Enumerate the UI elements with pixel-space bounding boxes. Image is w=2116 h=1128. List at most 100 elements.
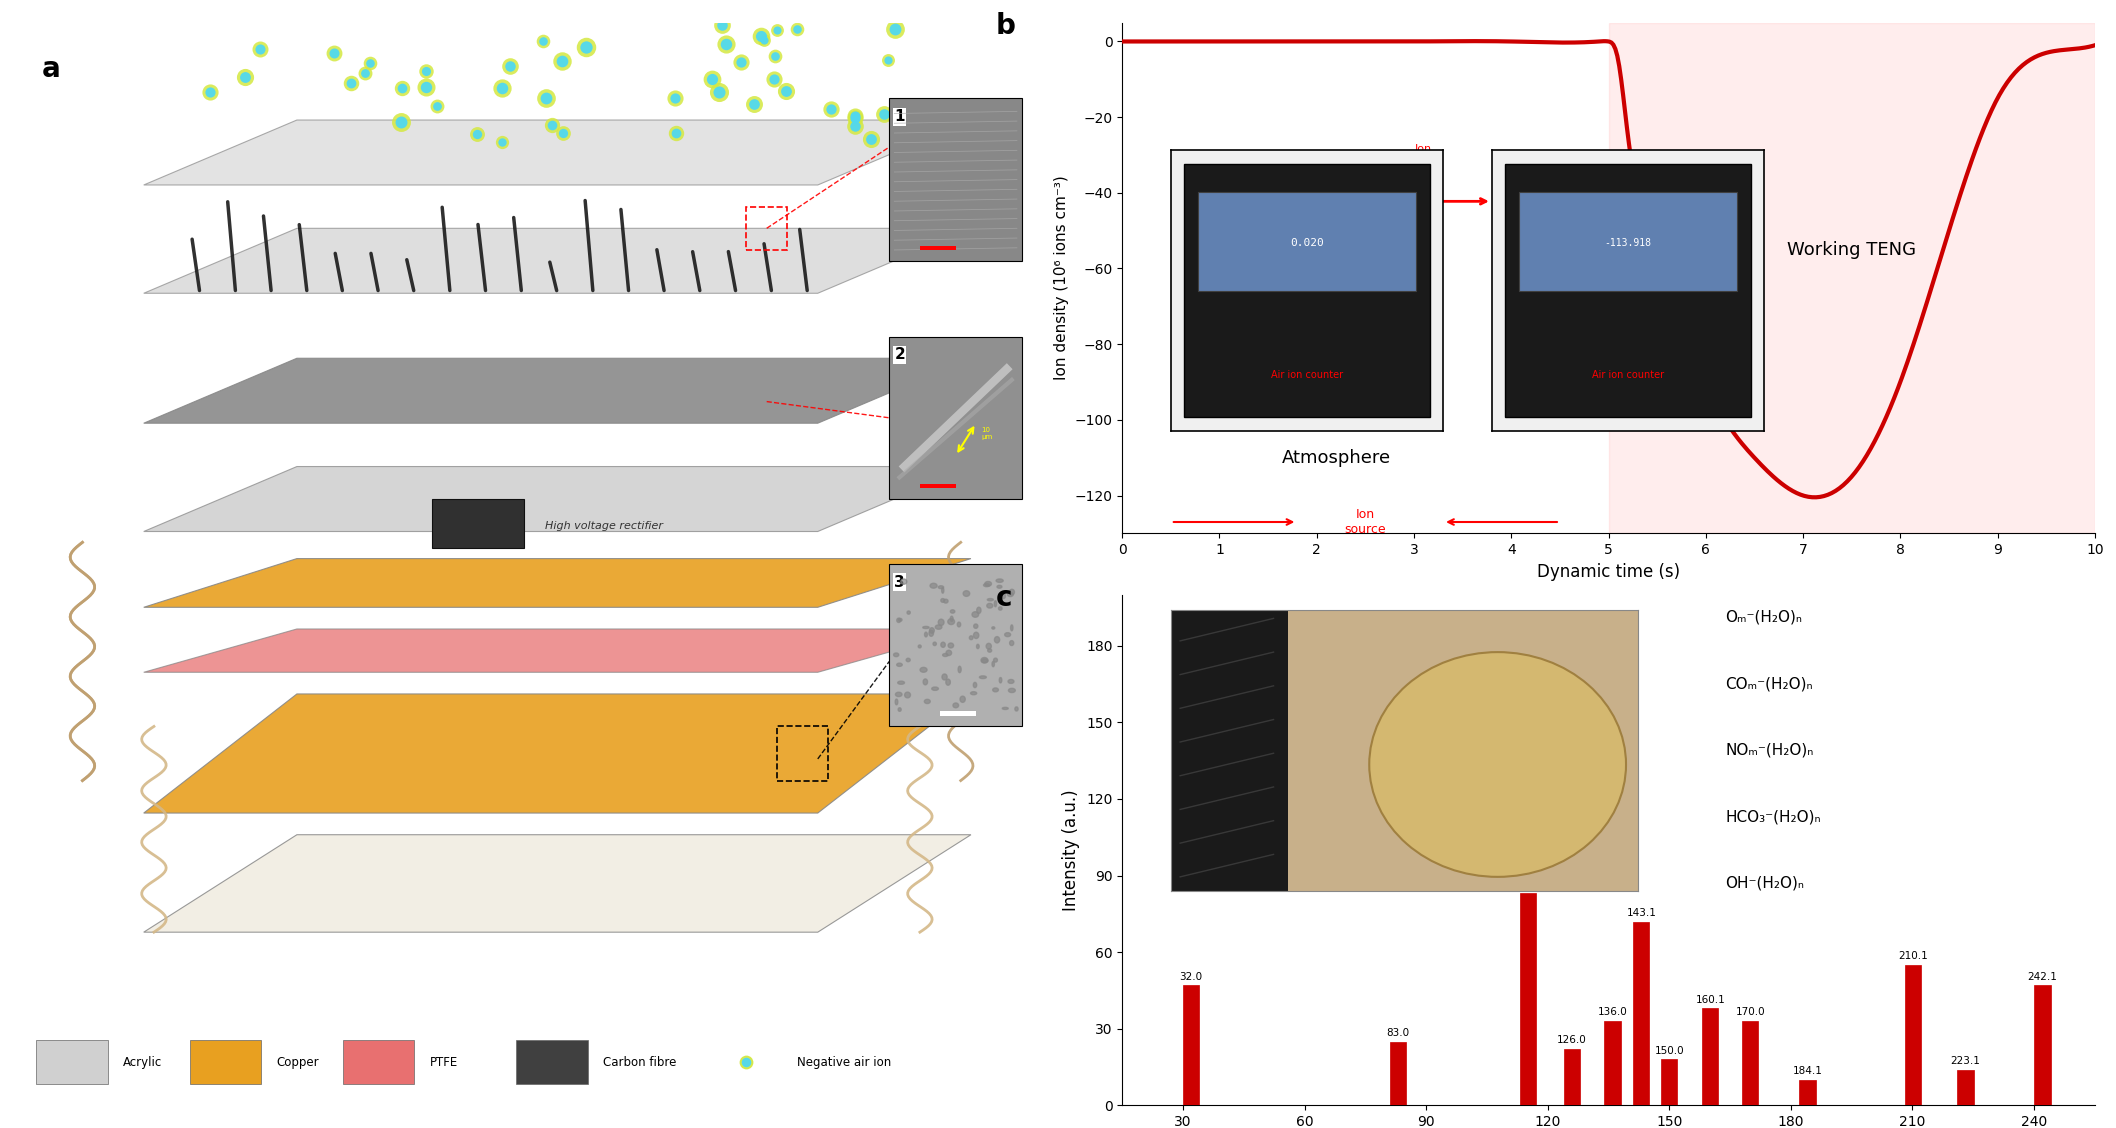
Point — [872, 51, 906, 69]
Bar — [1741, 1021, 1758, 1105]
Point — [349, 64, 383, 82]
Point — [768, 81, 802, 99]
Text: 150.0: 150.0 — [1655, 1046, 1684, 1056]
Bar — [1519, 893, 1536, 1105]
Bar — [920, 484, 956, 488]
Ellipse shape — [895, 693, 901, 697]
Text: Atmosphere: Atmosphere — [1282, 449, 1390, 467]
Point — [485, 79, 518, 97]
Ellipse shape — [925, 632, 927, 637]
Point — [703, 83, 736, 102]
Bar — [1661, 1059, 1678, 1105]
Ellipse shape — [1003, 707, 1007, 710]
Point — [535, 116, 569, 134]
Point — [385, 113, 419, 131]
Ellipse shape — [992, 627, 995, 629]
Ellipse shape — [948, 643, 954, 647]
Point — [838, 117, 872, 135]
Point — [730, 1054, 764, 1072]
Point — [546, 52, 580, 70]
Ellipse shape — [950, 616, 952, 622]
Ellipse shape — [893, 653, 899, 656]
Bar — [889, 564, 1022, 726]
Ellipse shape — [931, 687, 937, 690]
Ellipse shape — [897, 663, 901, 667]
Text: c: c — [997, 584, 1011, 613]
Ellipse shape — [1007, 679, 1014, 684]
Text: 115.1: 115.1 — [1513, 880, 1543, 890]
Bar — [1564, 1049, 1581, 1105]
X-axis label: Dynamic time (s): Dynamic time (s) — [1536, 563, 1680, 581]
Text: 143.1: 143.1 — [1627, 908, 1657, 918]
Point — [703, 83, 736, 102]
Point — [525, 33, 559, 51]
Ellipse shape — [1009, 589, 1014, 594]
Bar — [1957, 1069, 1974, 1105]
Text: PTFE: PTFE — [430, 1056, 457, 1068]
Point — [485, 132, 518, 150]
Point — [705, 16, 738, 34]
Point — [853, 130, 887, 148]
Ellipse shape — [995, 658, 997, 662]
Point — [815, 99, 849, 117]
Text: a: a — [42, 55, 61, 83]
Bar — [1634, 922, 1650, 1105]
Point — [353, 54, 387, 72]
Point — [243, 39, 277, 58]
Point — [546, 124, 580, 142]
Point — [760, 20, 794, 38]
Ellipse shape — [1009, 641, 1014, 645]
Point — [334, 74, 368, 92]
Ellipse shape — [906, 659, 910, 662]
Ellipse shape — [923, 679, 927, 685]
Text: Working TENG: Working TENG — [1788, 240, 1917, 258]
Text: 2: 2 — [895, 347, 906, 362]
Ellipse shape — [942, 653, 948, 656]
Text: Ion
source: Ion source — [1405, 144, 1443, 166]
Point — [724, 53, 758, 71]
FancyArrowPatch shape — [478, 224, 485, 291]
Point — [385, 79, 419, 97]
Point — [815, 99, 849, 117]
Point — [408, 78, 442, 96]
Ellipse shape — [901, 579, 908, 584]
Text: Acrylic: Acrylic — [123, 1056, 163, 1068]
Point — [738, 95, 772, 113]
Point — [758, 70, 791, 88]
Point — [878, 20, 912, 38]
Point — [838, 109, 872, 127]
Point — [781, 20, 815, 38]
Ellipse shape — [897, 618, 901, 623]
Point — [738, 95, 772, 113]
Ellipse shape — [942, 642, 946, 647]
Point — [569, 37, 603, 55]
Ellipse shape — [946, 650, 952, 655]
Ellipse shape — [982, 658, 988, 663]
Ellipse shape — [1011, 625, 1014, 631]
Ellipse shape — [971, 611, 978, 617]
Ellipse shape — [980, 676, 986, 679]
Ellipse shape — [897, 707, 901, 712]
Polygon shape — [144, 467, 971, 531]
Point — [317, 44, 351, 62]
Ellipse shape — [929, 631, 933, 636]
Ellipse shape — [986, 603, 992, 608]
Text: 242.1: 242.1 — [2027, 971, 2057, 981]
FancyArrowPatch shape — [656, 249, 664, 291]
Ellipse shape — [918, 645, 920, 647]
Point — [747, 30, 781, 49]
Bar — [920, 246, 956, 250]
Ellipse shape — [969, 636, 973, 640]
Text: b: b — [997, 12, 1016, 41]
Text: Carbon fibre: Carbon fibre — [603, 1056, 677, 1068]
FancyArrowPatch shape — [370, 254, 379, 291]
Point — [334, 74, 368, 92]
Polygon shape — [144, 359, 971, 423]
FancyArrowPatch shape — [620, 210, 628, 291]
Ellipse shape — [925, 699, 931, 704]
Polygon shape — [144, 629, 971, 672]
Ellipse shape — [1009, 688, 1016, 693]
Point — [493, 58, 527, 76]
Point — [838, 107, 872, 125]
Point — [758, 47, 791, 65]
